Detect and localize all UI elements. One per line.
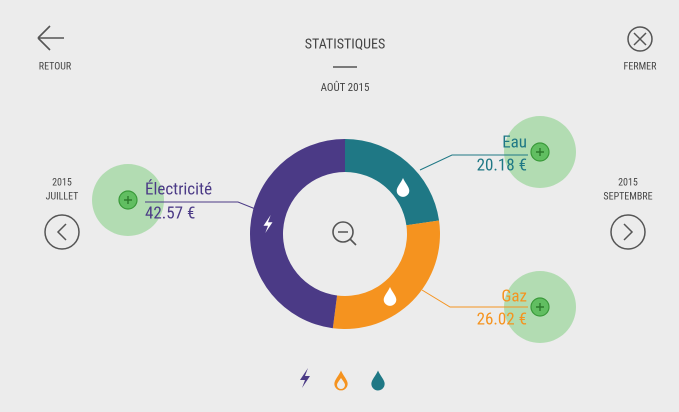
close-label: FERMER [624,62,658,73]
electricity-icon [263,215,273,233]
donut-segment [345,139,440,226]
prev-button [44,214,80,250]
zoom-in-glyph [536,148,544,156]
legend-gas-inner [337,378,345,389]
prev-month-label: JUILLET [46,192,79,203]
prev-month[interactable]: 2015 JUILLET [44,178,80,250]
category-label: Électricité [145,179,212,199]
zoom-in-glyph [124,196,132,204]
zoom-in-glyph [536,303,544,311]
date: AOÛT 2015 [321,81,370,94]
value-label: 20.18 € [477,155,527,175]
next-chevron [623,223,634,241]
prev-chevron [56,223,67,241]
zoom-out-glyph [338,231,357,246]
value-label: 42.57 € [145,203,195,223]
donut [249,139,440,329]
legend-water [371,370,385,391]
next-month[interactable]: 2015 SEPTEMBRE [603,178,653,250]
prev-year: 2015 [52,178,72,189]
value-label: 26.02 € [477,309,527,329]
next-year: 2015 [618,178,638,189]
leader-line [419,154,528,171]
close-cross [633,32,647,46]
back-button[interactable]: RETOUR [37,25,72,73]
next-month-label: SEPTEMBRE [603,192,652,203]
donut-segment [249,139,345,329]
donut-segment [332,220,440,329]
next-button [610,214,646,250]
water-icon [396,178,410,197]
category-label: Eau [502,132,527,152]
zoom-out-icon [332,221,354,243]
close-button[interactable]: FERMER [624,26,658,73]
legend-electricity [300,368,310,388]
close-icon [627,26,653,52]
category-label: Gaz [501,286,527,306]
zoom-out[interactable] [332,221,357,246]
title: STATISTIQUES [305,37,386,53]
leader-line [421,289,528,308]
back-arrow [37,25,64,51]
leader-line [145,201,259,211]
gas-icon [383,287,397,306]
back-label: RETOUR [39,62,72,73]
